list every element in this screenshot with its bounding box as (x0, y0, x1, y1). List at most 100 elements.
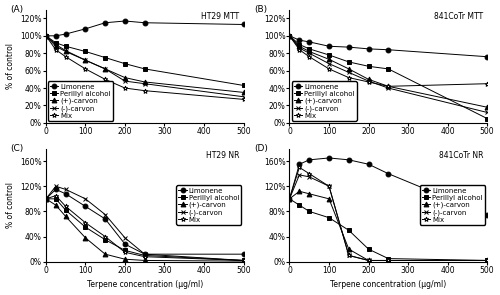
Line: Limonene: Limonene (44, 19, 246, 38)
Legend: Limonene, Perillyl alcohol, (+)-carvon, (-)-carvon, Mix: Limonene, Perillyl alcohol, (+)-carvon, … (292, 81, 356, 121)
Perillyl alcohol (326, 53, 332, 57)
Mix (306, 55, 312, 58)
Perillyl alcohol (62, 208, 68, 212)
(+)-carvon (484, 105, 490, 109)
Perillyl alcohol (286, 34, 292, 37)
Mix (366, 259, 372, 262)
Limonene (43, 34, 49, 37)
Mix (286, 34, 292, 37)
(-)-carvon (240, 95, 246, 99)
Text: HT29 MTT: HT29 MTT (202, 12, 239, 21)
(+)-carvon (102, 253, 108, 256)
Perillyl alcohol (386, 257, 392, 260)
Mix (240, 98, 246, 101)
Line: (+)-carvon: (+)-carvon (287, 33, 490, 110)
(+)-carvon (53, 45, 59, 48)
Limonene (240, 23, 246, 26)
(+)-carvon (53, 203, 59, 207)
(+)-carvon (326, 197, 332, 201)
(+)-carvon (346, 248, 352, 251)
(+)-carvon (346, 67, 352, 71)
Line: Perillyl alcohol: Perillyl alcohol (287, 196, 490, 263)
Mix (386, 259, 392, 262)
Line: (+)-carvon: (+)-carvon (287, 189, 490, 263)
Limonene (142, 21, 148, 24)
X-axis label: Terpene concentration (μg/ml): Terpene concentration (μg/ml) (86, 281, 203, 289)
Mix (240, 259, 246, 262)
(-)-carvon (346, 71, 352, 74)
Perillyl alcohol (286, 197, 292, 201)
Mix (122, 86, 128, 90)
(-)-carvon (484, 111, 490, 114)
Perillyl alcohol (296, 43, 302, 46)
Limonene (484, 213, 490, 216)
(-)-carvon (484, 259, 490, 262)
(-)-carvon (102, 67, 108, 71)
Text: 841CoTr NR: 841CoTr NR (438, 151, 483, 160)
Line: Limonene: Limonene (287, 155, 490, 217)
(+)-carvon (296, 189, 302, 193)
Perillyl alcohol (366, 248, 372, 251)
Perillyl alcohol (366, 65, 372, 68)
Limonene (326, 45, 332, 48)
(+)-carvon (122, 258, 128, 261)
(+)-carvon (43, 197, 49, 201)
Line: (-)-carvon: (-)-carvon (287, 173, 490, 263)
Limonene (62, 32, 68, 36)
Limonene (102, 217, 108, 221)
Limonene (82, 205, 88, 208)
Mix (82, 67, 88, 71)
(-)-carvon (53, 184, 59, 188)
Limonene (53, 188, 59, 191)
(+)-carvon (82, 236, 88, 240)
Perillyl alcohol (240, 84, 246, 87)
Limonene (53, 34, 59, 37)
Limonene (366, 163, 372, 166)
Perillyl alcohol (122, 249, 128, 252)
Line: Mix: Mix (287, 33, 490, 89)
(+)-carvon (102, 67, 108, 71)
Line: Mix: Mix (44, 193, 246, 263)
(+)-carvon (82, 58, 88, 62)
Mix (102, 78, 108, 81)
Mix (142, 89, 148, 92)
(-)-carvon (102, 213, 108, 216)
Line: Perillyl alcohol: Perillyl alcohol (44, 33, 246, 88)
Perillyl alcohol (43, 34, 49, 37)
Mix (53, 48, 59, 52)
Line: Limonene: Limonene (287, 33, 490, 59)
Text: (C): (C) (10, 144, 24, 153)
Limonene (102, 21, 108, 24)
Perillyl alcohol (102, 238, 108, 242)
Limonene (484, 55, 490, 58)
(+)-carvon (142, 259, 148, 262)
(+)-carvon (122, 76, 128, 79)
Text: 841CoTr MTT: 841CoTr MTT (434, 12, 483, 21)
Limonene (62, 192, 68, 196)
Perillyl alcohol (346, 229, 352, 232)
Perillyl alcohol (326, 216, 332, 219)
(-)-carvon (142, 253, 148, 256)
Mix (484, 259, 490, 262)
Mix (346, 254, 352, 257)
Limonene (306, 40, 312, 44)
Mix (346, 76, 352, 79)
Line: Perillyl alcohol: Perillyl alcohol (287, 33, 490, 121)
(+)-carvon (240, 91, 246, 94)
(-)-carvon (286, 34, 292, 37)
X-axis label: Terpene concentration (μg/ml): Terpene concentration (μg/ml) (330, 281, 446, 289)
(+)-carvon (386, 259, 392, 262)
Line: Mix: Mix (287, 165, 490, 263)
Perillyl alcohol (53, 197, 59, 201)
Limonene (296, 38, 302, 42)
Y-axis label: % of control: % of control (6, 182, 15, 228)
Line: Limonene: Limonene (44, 187, 246, 257)
(-)-carvon (62, 49, 68, 53)
Limonene (122, 242, 128, 246)
Mix (43, 34, 49, 37)
Mix (82, 221, 88, 224)
Limonene (296, 163, 302, 166)
(+)-carvon (306, 192, 312, 196)
Limonene (82, 27, 88, 31)
Perillyl alcohol (82, 225, 88, 229)
